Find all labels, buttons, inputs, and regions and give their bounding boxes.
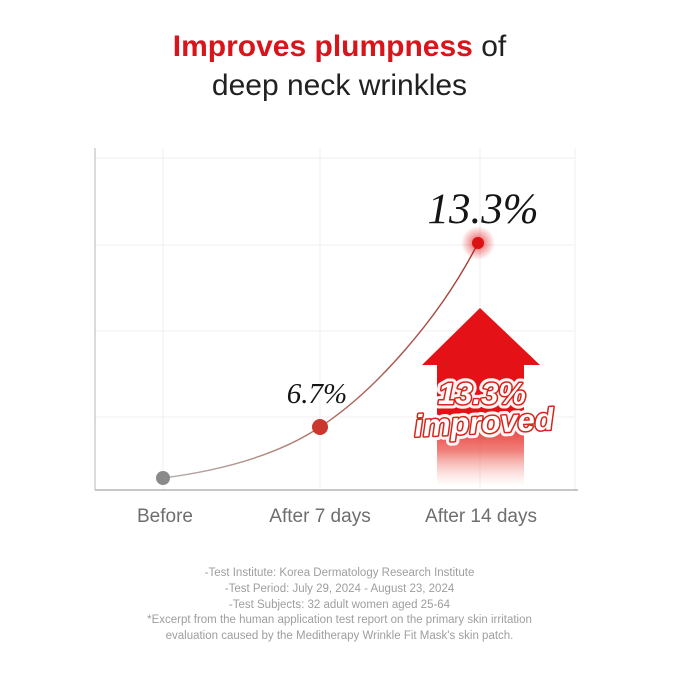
footnote-test-period: -Test Period: July 29, 2024 - August 23,… xyxy=(224,582,455,595)
growth-arrow xyxy=(422,308,540,489)
footnote-excerpt-line1: *Excerpt from the human application test… xyxy=(147,614,532,627)
point-14days xyxy=(472,237,484,249)
title-line2: deep neck wrinkles xyxy=(211,69,468,102)
data-label-14days: 13.3% xyxy=(427,186,539,233)
arrow-value-outline: 13.3% xyxy=(438,376,526,411)
arrow-caption-label: improved xyxy=(413,401,555,443)
title-highlight: Improves plumpness xyxy=(172,30,473,63)
footnote-excerpt-line2: evaluation caused by the Meditherapy Wri… xyxy=(165,630,514,643)
footnote-test-subjects: -Test Subjects: 32 adult women aged 25-6… xyxy=(228,598,451,611)
x-label-14days: After 14 days xyxy=(425,506,537,527)
data-label-7days: 6.7% xyxy=(286,378,348,410)
title-line1-rest: of xyxy=(472,30,507,63)
point-7days xyxy=(312,419,328,435)
page-title: Improves plumpness of deep neck wrinkles xyxy=(0,27,679,105)
x-label-before: Before xyxy=(137,506,193,527)
footnote-test-institute: -Test Institute: Korea Dermatology Resea… xyxy=(204,567,475,579)
footnotes: -Test Institute: Korea Dermatology Resea… xyxy=(0,566,679,645)
point-before xyxy=(156,471,170,485)
arrow-value-label: 13.3% xyxy=(438,376,526,411)
x-label-7days: After 7 days xyxy=(269,506,371,527)
